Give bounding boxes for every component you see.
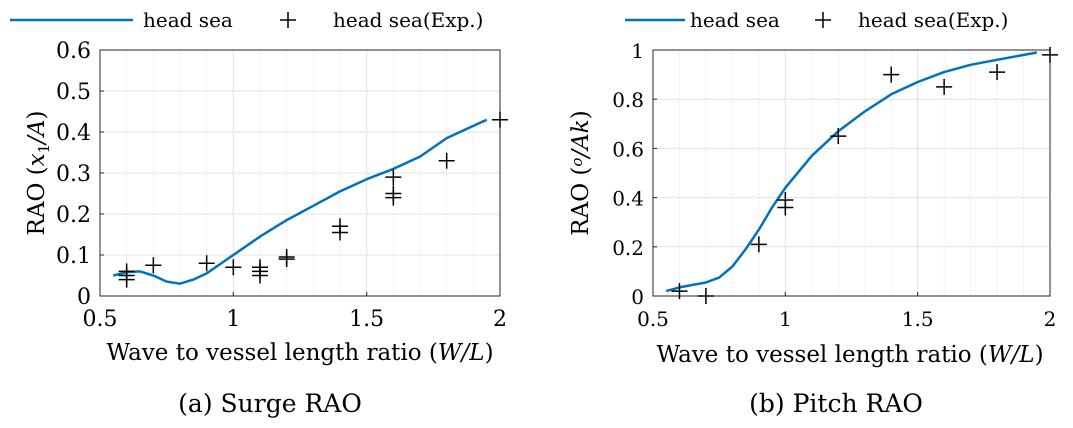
legend-label: head sea(Exp.) — [333, 8, 483, 32]
exp-data-point — [118, 263, 135, 280]
x-tick-label: 1 — [226, 307, 240, 332]
exp-data-point — [198, 255, 215, 272]
y-tick-label: 0.2 — [612, 236, 644, 260]
exp-data-point — [777, 192, 794, 209]
x-tick-label: 1 — [779, 307, 792, 331]
y-tick-label: 0.2 — [56, 203, 91, 228]
x-tick-label: 1.5 — [902, 307, 934, 331]
x-tick-label: 0.5 — [637, 307, 669, 331]
y-tick-label: 0.5 — [56, 80, 91, 105]
legend: head sea head sea(Exp.) — [10, 8, 483, 32]
x-tick-label: 2 — [493, 307, 507, 332]
y-tick-label: 0.6 — [612, 137, 644, 161]
y-tick-label: 1 — [631, 39, 644, 63]
y-tick-label: 0.3 — [56, 162, 91, 187]
x-tick-label: 2 — [1044, 307, 1057, 331]
exp-data-point — [1042, 46, 1058, 63]
y-tick-label: 0 — [77, 285, 91, 310]
legend-label: head sea — [143, 8, 233, 32]
exp-data-point — [385, 185, 402, 202]
exp-data-point — [697, 288, 714, 304]
x-tick-label: 0.5 — [83, 307, 118, 332]
y-tick-label: 0.4 — [612, 187, 644, 211]
y-axis-label: RAO (o/Ak) — [568, 110, 594, 235]
head-sea-line — [113, 118, 488, 285]
exp-data-point — [385, 169, 402, 186]
head-sea-line — [665, 51, 1038, 293]
x-tick-label: 1.5 — [349, 307, 384, 332]
x-axis-label: Wave to vessel length ratio (W/L) — [106, 340, 493, 366]
exp-data-point — [883, 66, 900, 83]
y-tick-label: 0.8 — [612, 88, 644, 112]
legend-label: head sea(Exp.) — [858, 8, 1008, 32]
exp-data-point — [332, 218, 348, 235]
exp-data-point — [671, 283, 688, 300]
surge-rao-panel: 0.5 1 1.5 2 0 0.1 0.2 0.3 0.4 0.5 0.6 Wave to vesse… — [10, 8, 508, 366]
surge-rao-caption: (a) Surge RAO — [178, 389, 362, 418]
x-axis-label: Wave to vessel length ratio (W/L) — [656, 342, 1043, 368]
y-tick-label: 0.6 — [56, 39, 91, 64]
exp-data-point — [750, 236, 767, 253]
exp-data-point — [278, 249, 295, 266]
exp-data-point — [492, 111, 508, 128]
exp-data-point — [252, 259, 268, 276]
exp-data-point — [225, 259, 242, 276]
pitch-rao-panel: 0.5 1 1.5 2 0 0.2 0.4 0.6 0.8 1 Wave to vessel len… — [568, 8, 1058, 368]
y-axis-label: RAO (x1/A) — [24, 111, 53, 236]
y-tick-label: 0.1 — [56, 244, 91, 269]
legend: head sea head sea(Exp.) — [625, 8, 1008, 32]
plot-frame — [652, 49, 1051, 297]
exp-data-point — [830, 128, 847, 145]
y-tick-label: 0 — [631, 285, 644, 309]
legend-label: head sea — [690, 8, 780, 32]
exp-data-point — [989, 64, 1006, 81]
legend-plus-marker — [815, 12, 831, 28]
exp-data-point — [145, 257, 162, 274]
pitch-rao-caption: (b) Pitch RAO — [749, 389, 923, 418]
y-tick-label: 0.4 — [56, 121, 91, 146]
exp-data-point — [438, 152, 455, 169]
exp-data-point — [936, 78, 953, 95]
legend-plus-marker — [280, 12, 296, 28]
